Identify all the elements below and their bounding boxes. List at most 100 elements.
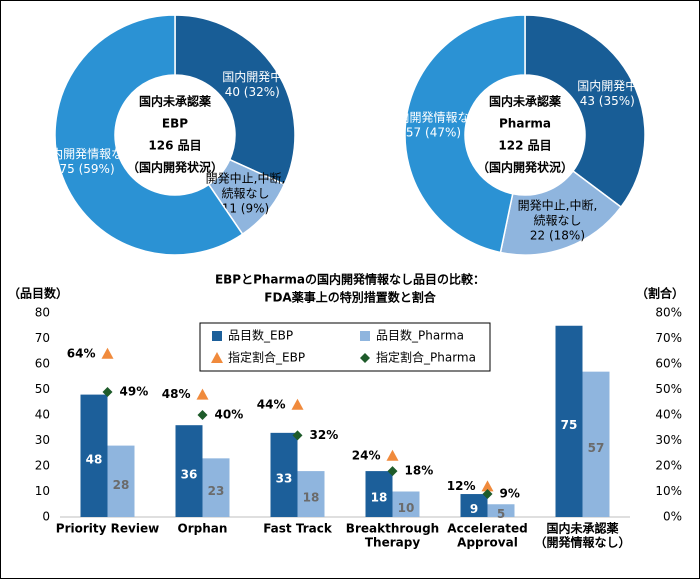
bar-value-label: 48 bbox=[86, 452, 103, 466]
center-text: 122 品目 bbox=[498, 139, 551, 153]
center-text: 国内未承認薬 bbox=[139, 94, 211, 109]
center-text: （国内開発状況） bbox=[127, 160, 223, 175]
x-tick-label: Accelerated bbox=[447, 522, 527, 536]
y2-tick-label: 60% bbox=[655, 357, 682, 371]
marker-value-label: 44% bbox=[257, 397, 286, 411]
marker-diamond bbox=[482, 489, 493, 500]
x-tick-label: Breakthrough bbox=[346, 522, 439, 536]
legend-swatch bbox=[360, 331, 370, 341]
bar-value-label: 75 bbox=[561, 418, 578, 432]
bar bbox=[487, 504, 515, 517]
center-text: （国内開発状況） bbox=[477, 160, 573, 175]
slice-label: 国内開発中 bbox=[577, 78, 637, 93]
marker-value-label: 64% bbox=[67, 346, 96, 360]
marker-value-label: 32% bbox=[310, 428, 339, 442]
marker-value-label: 18% bbox=[405, 464, 434, 478]
slice-label: 国内開発中 bbox=[222, 69, 282, 84]
marker-triangle bbox=[481, 480, 494, 492]
bar bbox=[175, 425, 203, 517]
chart-title: EBPとPharmaの国内開発情報なし品目の比較： bbox=[215, 272, 485, 287]
bar bbox=[107, 445, 135, 517]
slice-label: 続報なし bbox=[533, 214, 581, 228]
slice-label: 開発中止,中断, bbox=[206, 171, 286, 186]
bar bbox=[555, 325, 583, 517]
x-tick-label: Approval bbox=[457, 536, 518, 550]
bar-value-label: 18 bbox=[303, 491, 320, 505]
center-text: 国内未承認薬 bbox=[489, 94, 561, 109]
bar-value-label: 23 bbox=[208, 484, 225, 498]
y2-tick-label: 20% bbox=[655, 459, 682, 473]
slice-value-label: 22 (18%) bbox=[530, 229, 585, 243]
donut-slice bbox=[174, 14, 296, 186]
bar bbox=[582, 371, 610, 517]
y2-tick-label: 70% bbox=[655, 331, 682, 345]
y2-tick-label: 0% bbox=[663, 510, 682, 524]
slice-label: 開発中止,中断, bbox=[518, 198, 598, 213]
x-tick-label: （開発情報なし） bbox=[534, 535, 630, 550]
slice-value-label: 40 (32%) bbox=[225, 85, 280, 99]
y-tick-label: 40 bbox=[35, 408, 50, 422]
y2-tick-label: 10% bbox=[655, 484, 682, 498]
bar bbox=[460, 494, 488, 517]
marker-diamond bbox=[197, 410, 208, 420]
bar bbox=[392, 491, 420, 517]
bar-value-label: 33 bbox=[276, 471, 293, 485]
slice-value-label: 75 (59%) bbox=[60, 162, 115, 176]
marker-value-label: 9% bbox=[500, 487, 520, 501]
center-text: EBP bbox=[162, 117, 188, 131]
bar bbox=[80, 394, 108, 517]
y2-tick-label: 80% bbox=[655, 306, 682, 320]
bar-value-label: 36 bbox=[181, 468, 198, 482]
marker-triangle bbox=[291, 398, 304, 410]
bar bbox=[270, 432, 298, 517]
donut-slice bbox=[524, 14, 646, 209]
bar-value-label: 57 bbox=[588, 441, 605, 455]
y-tick-label: 10 bbox=[35, 484, 50, 498]
slice-label: 国内開発情報なし bbox=[39, 147, 135, 161]
marker-value-label: 24% bbox=[352, 448, 381, 462]
bar bbox=[202, 458, 230, 517]
y2-tick-label: 50% bbox=[655, 382, 682, 396]
legend-label: 品目数_EBP bbox=[228, 328, 293, 343]
marker-diamond bbox=[292, 430, 303, 441]
center-text: Pharma bbox=[499, 117, 551, 131]
legend-label: 指定割合_Pharma bbox=[376, 350, 476, 365]
legend-label: 指定割合_EBP bbox=[228, 350, 305, 365]
legend-label: 品目数_Pharma bbox=[376, 328, 464, 343]
marker-value-label: 48% bbox=[162, 387, 191, 401]
marker-diamond bbox=[387, 466, 398, 477]
bar-value-label: 9 bbox=[470, 502, 478, 516]
x-tick-label: Priority Review bbox=[56, 522, 159, 536]
donut-slice bbox=[54, 14, 244, 256]
legend-swatch bbox=[360, 353, 370, 363]
legend-swatch bbox=[212, 331, 222, 341]
slice-value-label: 43 (35%) bbox=[580, 94, 635, 108]
y-tick-label: 70 bbox=[35, 331, 50, 345]
marker-triangle bbox=[101, 347, 114, 359]
y-tick-label: 0 bbox=[42, 510, 50, 524]
slice-label: 続報なし bbox=[221, 187, 269, 201]
bar-value-label: 28 bbox=[113, 478, 130, 492]
y-tick-label: 20 bbox=[35, 459, 50, 473]
slice-label: 国内開発情報なし bbox=[385, 111, 481, 125]
bar bbox=[365, 471, 393, 517]
legend-swatch bbox=[211, 352, 223, 363]
bar-value-label: 18 bbox=[371, 491, 388, 505]
bar-value-label: 5 bbox=[497, 507, 505, 521]
x-tick-label: Fast Track bbox=[263, 522, 333, 536]
y2-tick-label: 40% bbox=[655, 408, 682, 422]
marker-value-label: 49% bbox=[120, 385, 149, 399]
marker-triangle bbox=[196, 388, 209, 400]
x-tick-label: Orphan bbox=[178, 522, 228, 536]
legend-box bbox=[199, 322, 491, 372]
slice-value-label: 11 (9%) bbox=[222, 202, 269, 216]
x-tick-label: 国内未承認薬 bbox=[546, 521, 618, 536]
marker-diamond bbox=[102, 387, 113, 398]
y2-axis-label: （割合） bbox=[636, 286, 684, 301]
slice-value-label: 57 (47%) bbox=[406, 126, 461, 140]
chart-title: FDA薬事上の特別措置数と割合 bbox=[264, 290, 436, 305]
marker-value-label: 40% bbox=[215, 408, 244, 422]
y-tick-label: 50 bbox=[35, 382, 50, 396]
x-tick-label: Therapy bbox=[365, 536, 420, 550]
donut-slice bbox=[404, 14, 526, 254]
